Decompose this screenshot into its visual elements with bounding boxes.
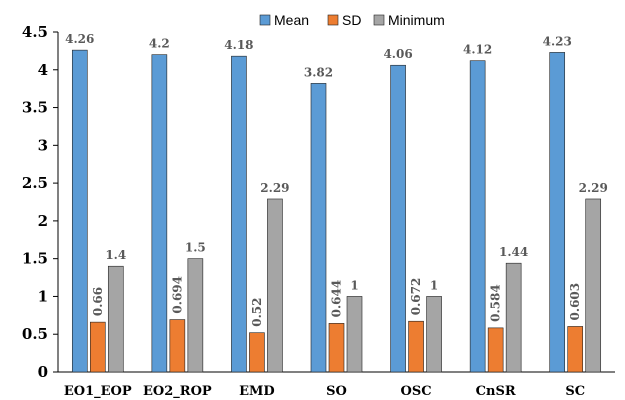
bar-mean-eo1-eop (71, 49, 88, 373)
data-label-sd: 0.52 (250, 297, 264, 326)
x-axis-categories: EO1_EOP EO2_ROP EMD SO OSC CnSR SC (64, 384, 585, 399)
legend-label-sd: SD (342, 12, 361, 28)
x-category-label: EO1_EOP (64, 384, 132, 399)
bar-sd-eo2-rop (169, 319, 186, 373)
x-category-label: EMD (239, 384, 275, 399)
x-category-label: EO2_ROP (143, 384, 212, 399)
axes (57, 32, 615, 373)
y-tick-label: 3.5 (22, 99, 48, 117)
data-label-sd: 0.66 (91, 287, 105, 316)
data-label-sd: 0.603 (568, 283, 582, 321)
bar-minimum-emd (267, 198, 283, 373)
data-label-minimum: 1 (430, 278, 438, 292)
legend: Mean SD Minimum (259, 12, 445, 28)
bars (71, 49, 602, 373)
data-label-sd: 0.694 (170, 276, 184, 314)
data-label-mean: 4.2 (149, 37, 170, 51)
x-category-label: SO (326, 384, 347, 399)
bar-mean-cnsr (469, 60, 486, 373)
bar-mean-osc (390, 64, 406, 373)
legend-swatch-minimum (373, 14, 385, 26)
bar-minimum-so (346, 296, 363, 373)
y-tick-label: 0.5 (22, 325, 48, 343)
y-tick-label: 4 (38, 61, 48, 79)
y-axis-ticks: 0 0.5 1 1.5 2 2.5 3 3.5 4 4.5 (22, 23, 58, 381)
bar-sd-osc (408, 320, 424, 373)
data-label-mean: 4.12 (463, 43, 492, 57)
y-tick-label: 2.5 (22, 174, 48, 192)
bar-sd-eo1-eop (89, 321, 106, 373)
data-label-minimum: 2.29 (260, 181, 289, 195)
data-label-sd: 0.584 (489, 284, 503, 322)
data-label-mean: 3.82 (304, 65, 333, 79)
data-label-minimum: 1.44 (499, 245, 528, 259)
bar-mean-sc (549, 52, 566, 373)
x-category-label: OSC (401, 384, 432, 399)
data-label-mean: 4.23 (543, 34, 572, 48)
data-label-mean: 4.06 (383, 47, 412, 61)
y-tick-label: 4.5 (22, 23, 48, 41)
bar-minimum-cnsr (505, 262, 522, 373)
x-category-label: CnSR (476, 384, 516, 399)
bar-mean-emd (231, 55, 247, 373)
bar-mean-eo2-rop (151, 54, 168, 373)
data-label-mean: 4.26 (65, 32, 94, 46)
data-label-minimum: 2.29 (579, 181, 608, 195)
legend-swatch-mean (259, 14, 271, 26)
data-label-sd: 0.644 (330, 280, 344, 318)
legend-label-minimum: Minimum (388, 12, 445, 28)
data-label-minimum: 1.5 (185, 241, 206, 255)
bar-mean-so (310, 83, 327, 373)
y-tick-label: 0 (38, 363, 48, 381)
y-tick-label: 1.5 (22, 250, 48, 268)
bar-sd-emd (249, 332, 265, 373)
data-label-sd: 0.672 (409, 278, 423, 316)
bar-sd-cnsr (487, 327, 504, 373)
data-label-mean: 4.18 (224, 38, 253, 52)
data-labels: 4.26 0.66 1.4 4.2 0.694 1.5 4.18 0.52 2.29 3.82 0.… (65, 32, 608, 327)
bar-minimum-sc (585, 198, 602, 373)
y-tick-label: 2 (38, 212, 48, 230)
bar-sd-so (328, 323, 345, 373)
legend-swatch-sd (327, 14, 339, 26)
x-category-label: SC (565, 384, 585, 399)
y-tick-label: 3 (38, 136, 48, 154)
bar-minimum-eo2-rop (187, 258, 204, 373)
data-label-minimum: 1 (350, 278, 358, 292)
y-tick-label: 1 (38, 287, 48, 305)
bar-minimum-eo1-eop (107, 265, 124, 373)
bar-minimum-osc (426, 296, 442, 373)
data-label-minimum: 1.4 (105, 248, 126, 262)
legend-label-mean: Mean (274, 12, 309, 28)
bar-sd-sc (567, 326, 584, 373)
